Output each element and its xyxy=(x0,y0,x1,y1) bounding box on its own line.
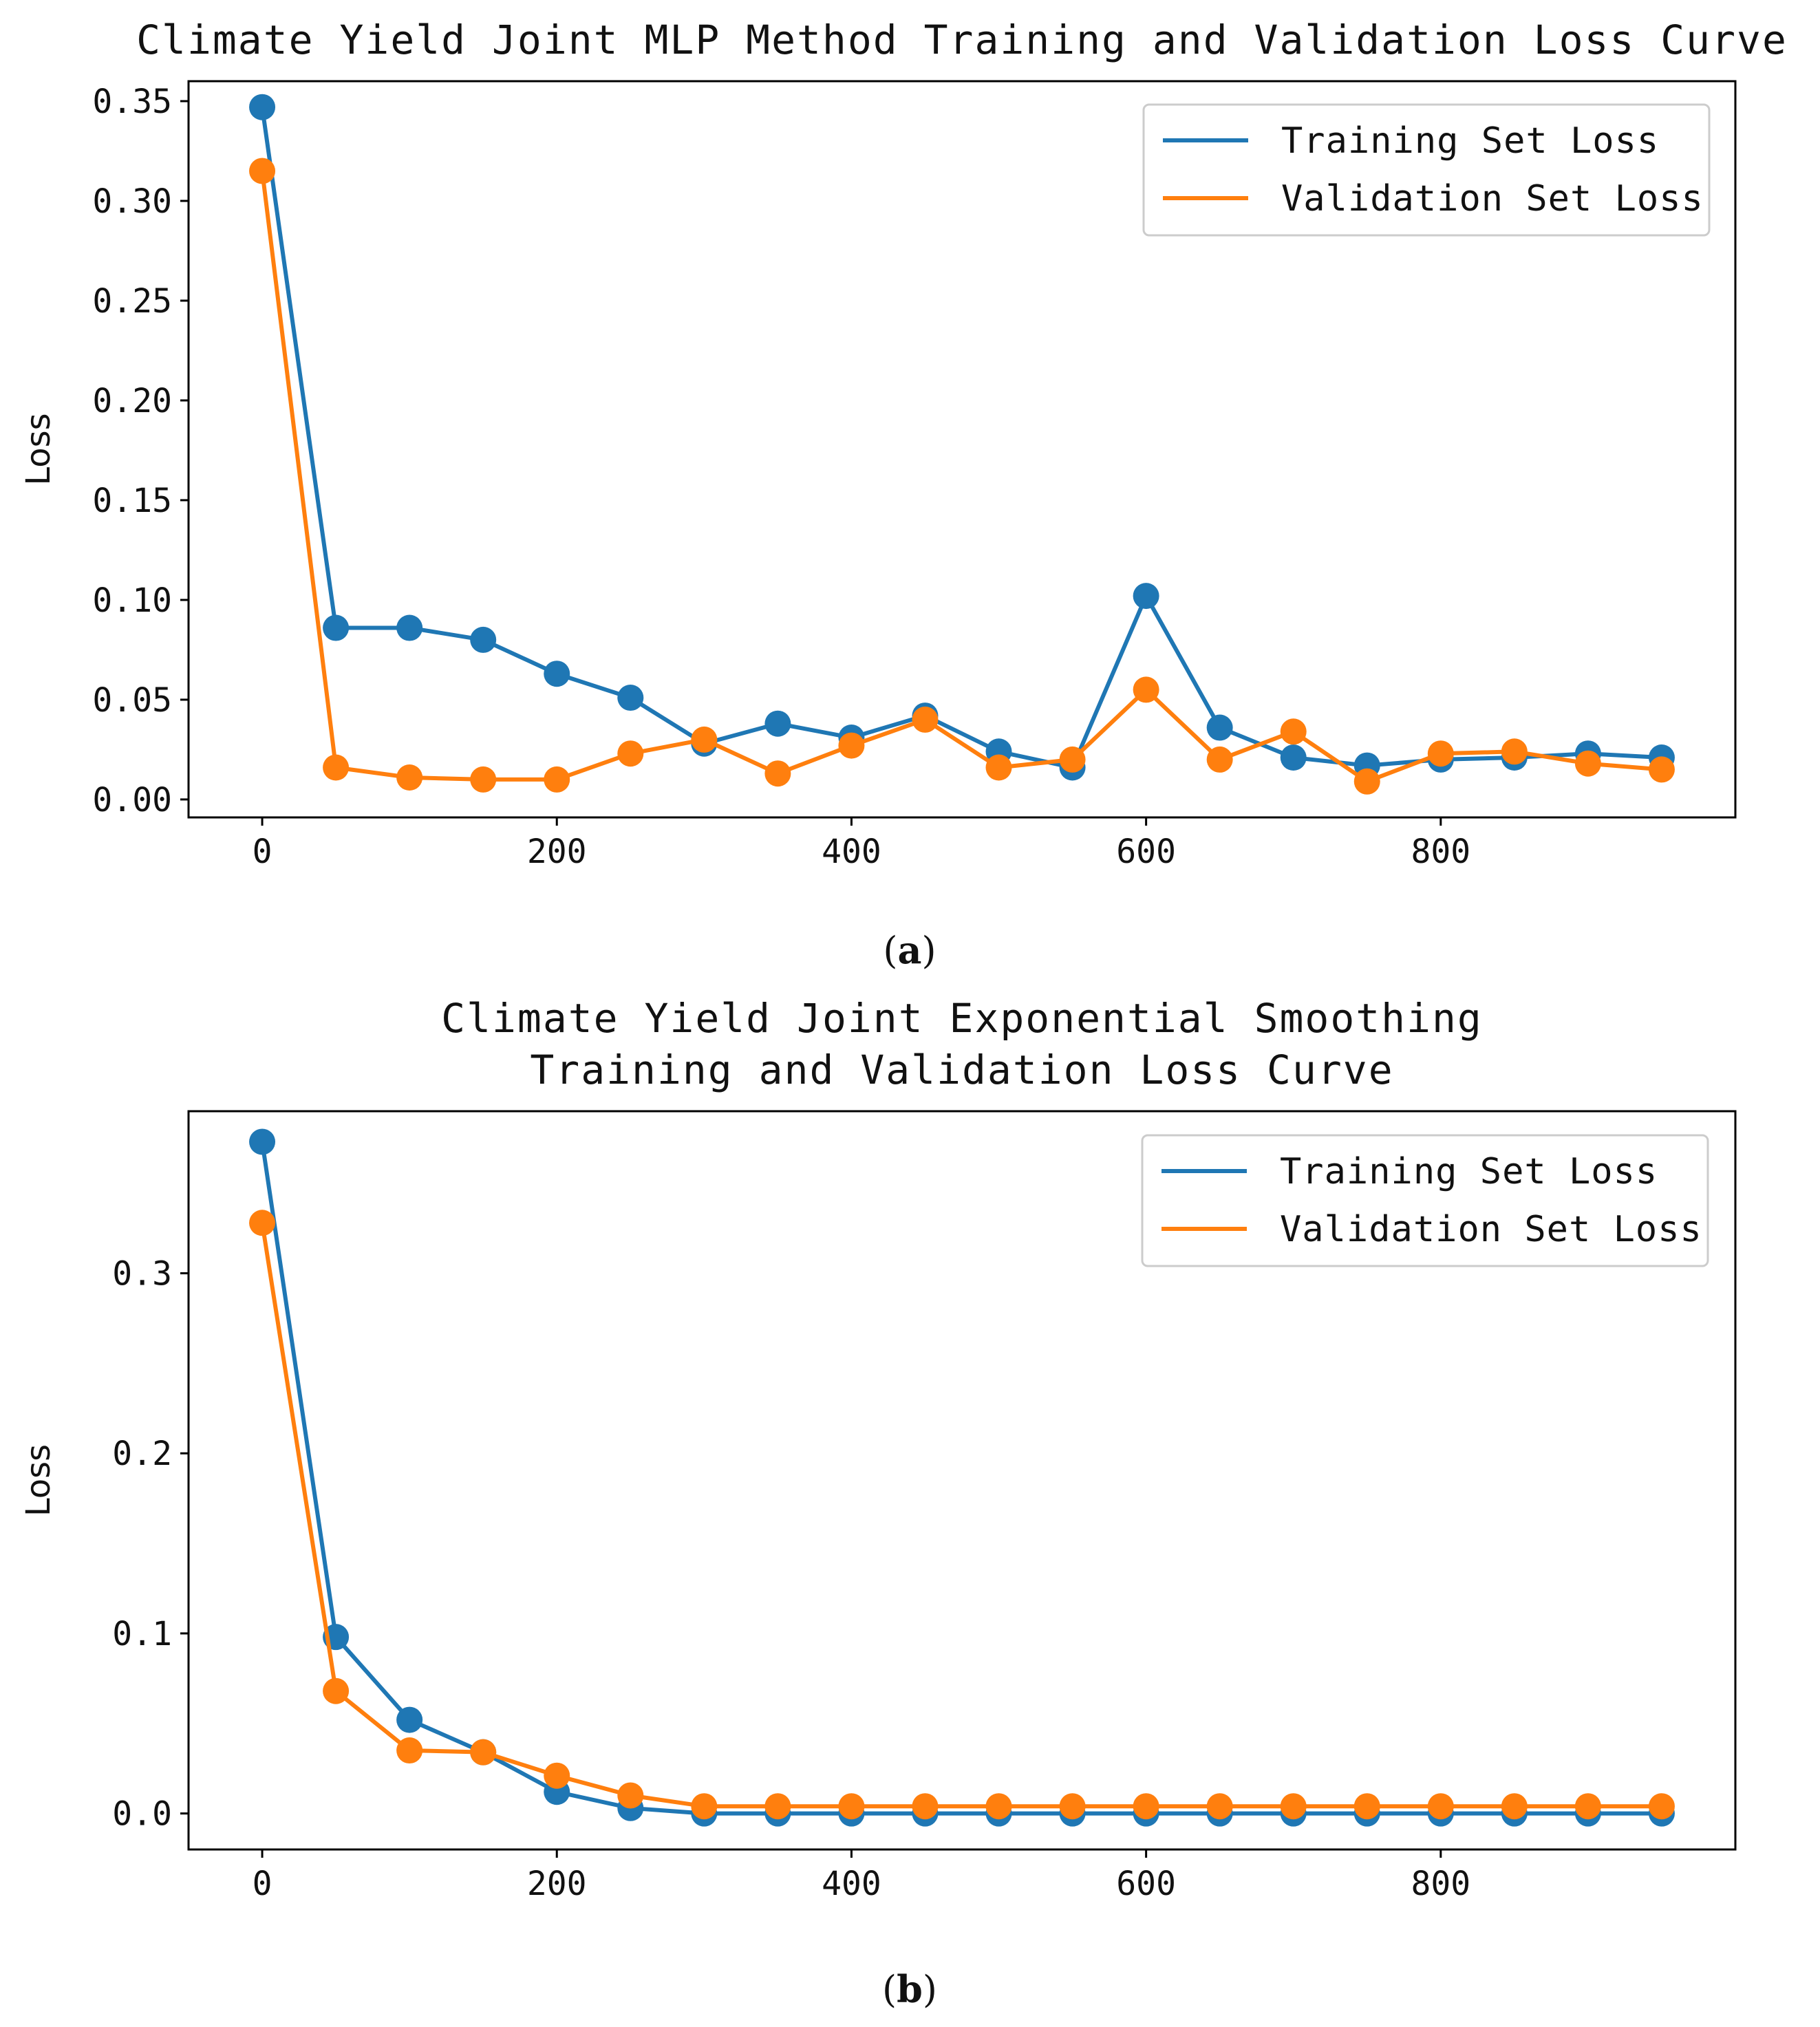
data-point-validation xyxy=(1280,718,1307,745)
x-tick-label: 200 xyxy=(527,1865,587,1903)
data-point-validation xyxy=(1574,750,1601,777)
x-tick-label: 800 xyxy=(1411,1865,1470,1903)
data-point-validation xyxy=(1206,746,1233,773)
legend-label-validation: Validation Set Loss xyxy=(1280,1209,1702,1250)
data-point-validation xyxy=(470,766,497,793)
y-axis-label: Loss xyxy=(19,1444,58,1516)
data-point-validation xyxy=(691,726,718,753)
x-tick-label: 600 xyxy=(1116,833,1176,871)
data-point-validation xyxy=(617,1782,644,1809)
data-point-validation xyxy=(838,732,865,759)
y-tick-label: 0.05 xyxy=(92,681,172,720)
y-tick-label: 0.0 xyxy=(112,1795,172,1834)
data-point-training xyxy=(249,1128,276,1155)
data-point-validation xyxy=(1648,1793,1675,1820)
x-tick-label: 600 xyxy=(1116,1865,1176,1903)
data-point-validation xyxy=(1427,740,1454,767)
caption-b: (b) xyxy=(882,1967,937,2011)
y-tick-label: 0.10 xyxy=(92,581,172,620)
data-point-training xyxy=(1280,744,1307,771)
data-point-validation xyxy=(1501,738,1528,765)
data-point-validation xyxy=(1133,676,1159,703)
y-tick-label: 0.35 xyxy=(92,83,172,121)
data-point-validation xyxy=(249,158,276,184)
x-tick-label: 0 xyxy=(253,1865,272,1903)
data-point-validation xyxy=(985,1793,1012,1820)
y-tick-label: 0.20 xyxy=(92,382,172,420)
data-point-validation xyxy=(1059,1793,1086,1820)
chart-title: Climate Yield Joint Exponential Smoothin… xyxy=(441,995,1483,1042)
data-point-validation xyxy=(544,1762,570,1789)
data-point-validation xyxy=(470,1739,497,1766)
legend-box xyxy=(1142,103,1711,237)
y-tick-label: 0.1 xyxy=(112,1615,172,1653)
data-point-validation xyxy=(1280,1793,1307,1820)
legend-label-validation: Validation Set Loss xyxy=(1281,178,1704,219)
legend-label-training: Training Set Loss xyxy=(1281,120,1659,162)
data-point-validation xyxy=(1648,756,1675,783)
data-point-validation xyxy=(617,740,644,767)
x-tick-label: 200 xyxy=(527,833,587,871)
data-point-validation xyxy=(1353,1793,1380,1820)
data-point-validation xyxy=(396,764,423,791)
y-tick-label: 0.25 xyxy=(92,282,172,321)
data-point-validation xyxy=(912,1793,939,1820)
series-line-validation xyxy=(260,1222,1662,1809)
data-point-validation xyxy=(912,706,939,733)
data-point-training xyxy=(1133,583,1159,610)
data-point-training xyxy=(764,710,791,737)
data-point-validation xyxy=(838,1793,865,1820)
chart-title: Climate Yield Joint MLP Method Training … xyxy=(136,17,1788,63)
data-point-validation xyxy=(249,1210,276,1236)
data-point-validation xyxy=(1427,1793,1454,1820)
data-point-validation xyxy=(323,1677,350,1704)
data-point-validation xyxy=(396,1737,423,1764)
x-tick-label: 800 xyxy=(1411,833,1470,871)
data-point-validation xyxy=(1059,746,1086,773)
x-tick-label: 400 xyxy=(822,833,881,871)
data-point-training xyxy=(470,626,497,653)
plot-frame xyxy=(187,80,1737,819)
y-tick-label: 0.15 xyxy=(92,482,172,520)
y-tick-label: 0.3 xyxy=(112,1255,172,1294)
data-point-validation xyxy=(1501,1793,1528,1820)
data-point-validation xyxy=(691,1793,718,1820)
plot-frame xyxy=(187,1110,1737,1851)
data-point-training xyxy=(249,94,276,120)
data-point-validation xyxy=(985,754,1012,781)
data-point-validation xyxy=(1206,1793,1233,1820)
data-point-validation xyxy=(323,754,350,781)
caption-a-label: a xyxy=(898,928,922,972)
caption-b-label: b xyxy=(897,1967,923,2011)
data-point-training xyxy=(544,661,570,687)
chart-title: Training and Validation Loss Curve xyxy=(530,1047,1393,1093)
data-point-validation xyxy=(1574,1793,1601,1820)
chart-a-loss-curve: Climate Yield Joint MLP Method Training … xyxy=(19,17,1788,871)
data-point-training xyxy=(396,614,423,641)
legend-box xyxy=(1141,1134,1709,1267)
data-point-training xyxy=(323,614,350,641)
data-point-training xyxy=(1206,714,1233,741)
y-tick-label: 0.00 xyxy=(92,781,172,819)
data-point-training xyxy=(396,1706,423,1733)
series-line-validation xyxy=(260,171,1662,784)
caption-a: (a) xyxy=(883,928,936,972)
y-tick-label: 0.2 xyxy=(112,1435,172,1473)
x-tick-label: 400 xyxy=(822,1865,881,1903)
chart-b-loss-curve: Climate Yield Joint Exponential Smoothin… xyxy=(19,995,1737,1903)
data-point-validation xyxy=(1353,768,1380,795)
y-tick-label: 0.30 xyxy=(92,182,172,221)
data-point-validation xyxy=(764,760,791,787)
data-point-validation xyxy=(544,766,570,793)
data-point-training xyxy=(617,685,644,711)
data-point-validation xyxy=(764,1793,791,1820)
data-point-validation xyxy=(1133,1793,1159,1820)
x-tick-label: 0 xyxy=(253,833,272,871)
legend-label-training: Training Set Loss xyxy=(1280,1151,1658,1192)
y-axis-label: Loss xyxy=(19,413,58,485)
